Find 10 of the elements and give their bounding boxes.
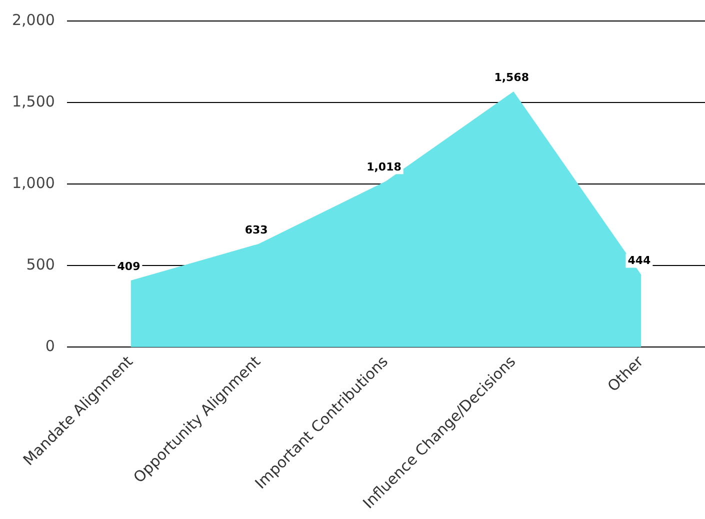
data-label: 444	[628, 254, 652, 268]
data-label: 409	[117, 260, 140, 273]
data-label: 633	[244, 223, 268, 236]
data-label: 1,018	[366, 160, 402, 174]
data-label: 1,568	[494, 70, 529, 84]
y-tick-label: 500	[26, 256, 55, 274]
y-tick-label: 1,000	[12, 174, 55, 192]
y-tick-label: 2,000	[12, 10, 55, 29]
y-tick-label: 1,500	[12, 92, 55, 110]
y-tick-label: 0	[45, 337, 55, 356]
